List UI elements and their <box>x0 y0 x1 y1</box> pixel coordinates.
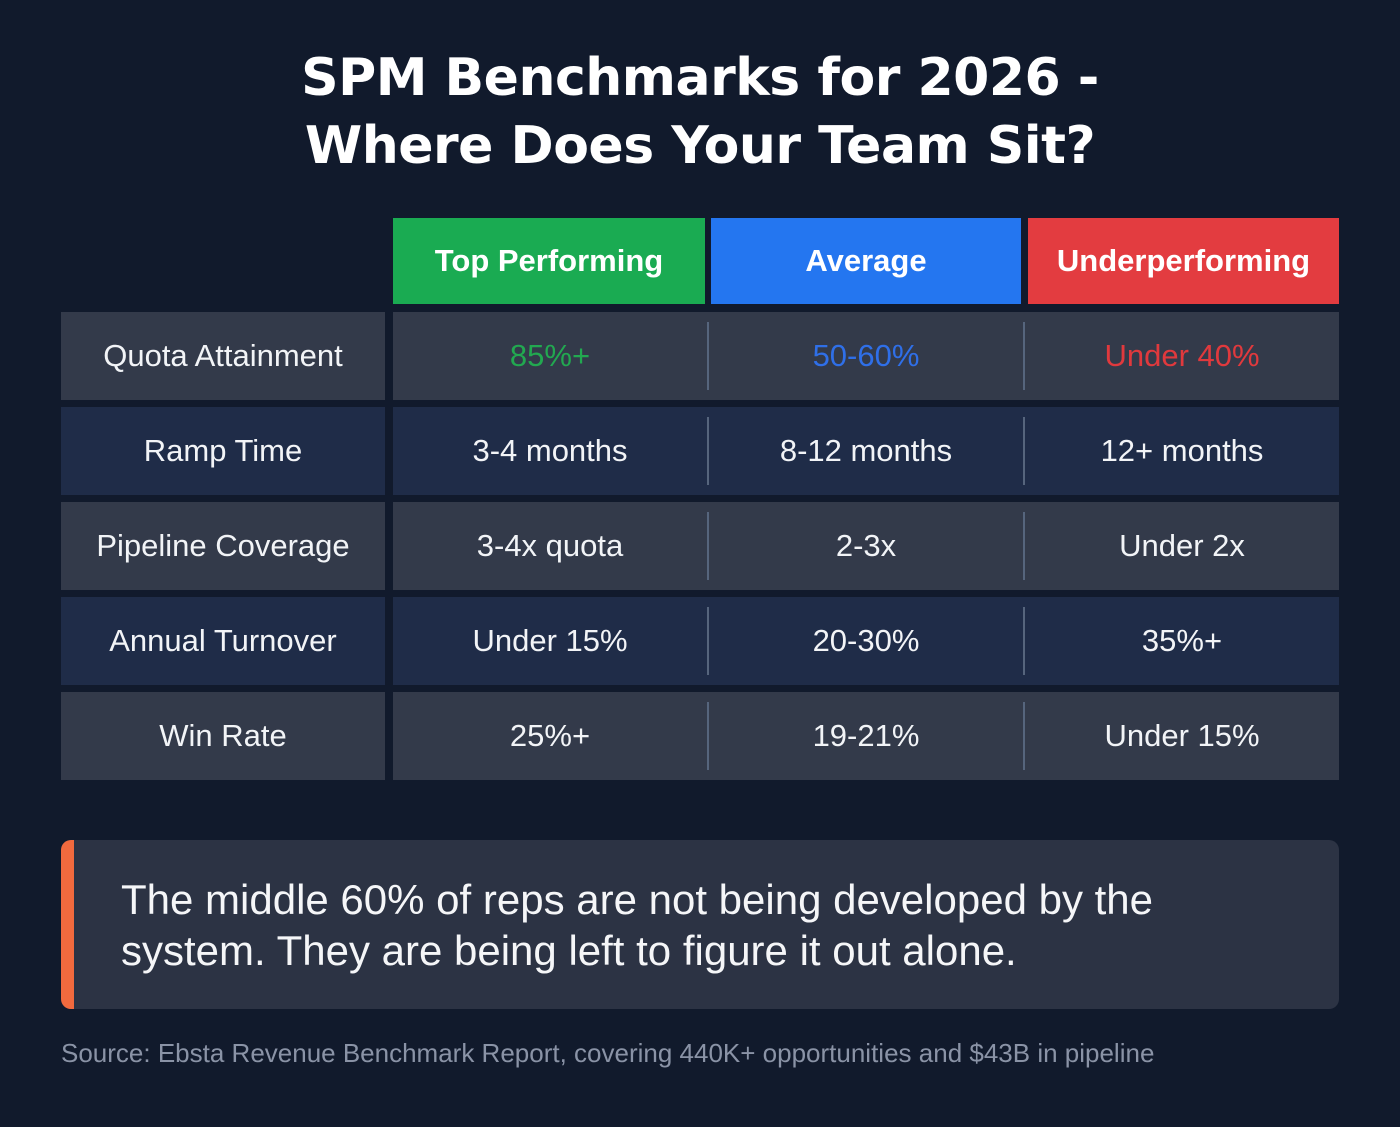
table-row-ramp-time: Ramp Time 3-4 months 8-12 months 12+ mon… <box>61 407 1339 495</box>
cell-underperforming: Under 2x <box>1119 528 1245 563</box>
row-values: 3-4 months 8-12 months 12+ months <box>393 407 1339 495</box>
cell-top-performing: Under 15% <box>472 623 628 658</box>
column-divider <box>707 417 709 485</box>
cell-underperforming: 35%+ <box>1141 623 1223 658</box>
row-label: Win Rate <box>61 692 385 780</box>
column-header-top-performing: Top Performing <box>393 218 705 304</box>
cell-average: 8-12 months <box>779 433 953 468</box>
row-label: Quota Attainment <box>61 312 385 400</box>
cell-average: 20-30% <box>812 623 920 658</box>
column-divider <box>1023 322 1025 390</box>
cell-underperforming: Under 15% <box>1104 718 1260 753</box>
column-divider <box>1023 512 1025 580</box>
table-row-quota-attainment: Quota Attainment 85%+ 50-60% Under 40% <box>61 312 1339 400</box>
row-label: Pipeline Coverage <box>61 502 385 590</box>
column-divider <box>1023 702 1025 770</box>
row-label: Ramp Time <box>61 407 385 495</box>
cell-top-performing: 85%+ <box>509 338 591 373</box>
cell-average: 50-60% <box>812 338 920 373</box>
source-citation: Source: Ebsta Revenue Benchmark Report, … <box>61 1038 1155 1068</box>
callout-text: The middle 60% of reps are not being dev… <box>121 876 1154 974</box>
column-header-underperforming: Underperforming <box>1028 218 1339 304</box>
cell-underperforming: Under 40% <box>1104 338 1260 373</box>
column-divider <box>707 607 709 675</box>
table-row-win-rate: Win Rate 25%+ 19-21% Under 15% <box>61 692 1339 780</box>
cell-underperforming: 12+ months <box>1100 433 1264 468</box>
title-line-2: Where Does Your Team Sit? <box>304 116 1096 176</box>
page-title: SPM Benchmarks for 2026 - Where Does You… <box>0 44 1400 180</box>
row-values: 85%+ 50-60% Under 40% <box>393 312 1339 400</box>
table-row-annual-turnover: Annual Turnover Under 15% 20-30% 35%+ <box>61 597 1339 685</box>
column-divider <box>1023 607 1025 675</box>
callout-box: The middle 60% of reps are not being dev… <box>61 840 1339 1009</box>
column-divider <box>707 702 709 770</box>
row-values: 3-4x quota 2-3x Under 2x <box>393 502 1339 590</box>
row-values: 25%+ 19-21% Under 15% <box>393 692 1339 780</box>
cell-top-performing: 25%+ <box>509 718 591 753</box>
row-values: Under 15% 20-30% 35%+ <box>393 597 1339 685</box>
column-header-average: Average <box>711 218 1021 304</box>
table-row-pipeline-coverage: Pipeline Coverage 3-4x quota 2-3x Under … <box>61 502 1339 590</box>
title-line-1: SPM Benchmarks for 2026 - <box>301 48 1099 108</box>
column-divider <box>707 512 709 580</box>
cell-average: 2-3x <box>835 528 897 563</box>
cell-top-performing: 3-4x quota <box>476 528 624 563</box>
cell-average: 19-21% <box>812 718 920 753</box>
column-divider <box>707 322 709 390</box>
cell-top-performing: 3-4 months <box>472 433 628 468</box>
column-divider <box>1023 417 1025 485</box>
callout-accent-bar <box>61 840 74 1009</box>
row-label: Annual Turnover <box>61 597 385 685</box>
